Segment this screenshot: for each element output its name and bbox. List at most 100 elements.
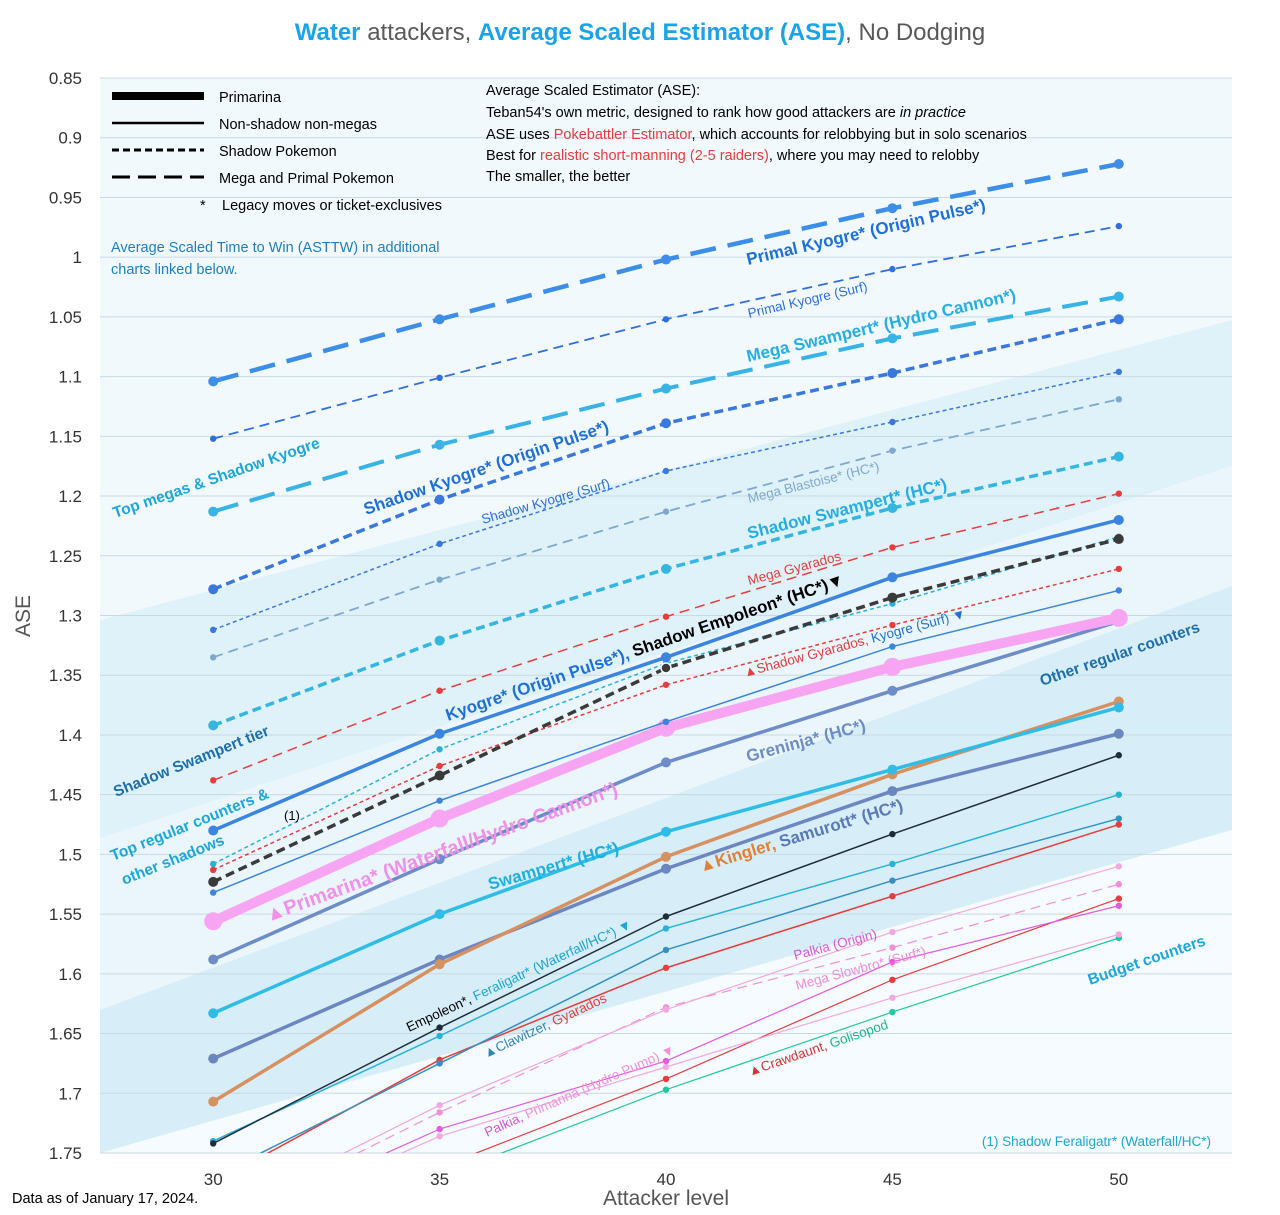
data-point bbox=[889, 976, 896, 984]
data-point bbox=[662, 925, 670, 932]
info-line-2: Teban54's own metric, designed to rank h… bbox=[486, 105, 966, 121]
data-point bbox=[208, 1008, 219, 1019]
y-tick-label: 1.7 bbox=[58, 1084, 82, 1103]
series-swampert-hc bbox=[208, 702, 1124, 1019]
data-point bbox=[661, 652, 671, 663]
data-point bbox=[661, 254, 671, 265]
series-line bbox=[212, 398, 1119, 659]
info-line-3c: , which accounts for relobbying but in s… bbox=[692, 127, 1027, 143]
info-line-2b: in practice bbox=[900, 105, 966, 121]
data-point bbox=[662, 1063, 670, 1071]
data-point bbox=[436, 1060, 443, 1067]
data-point bbox=[1115, 815, 1123, 822]
data-point bbox=[1115, 821, 1123, 828]
data-point bbox=[210, 777, 217, 784]
data-point bbox=[1115, 752, 1123, 759]
data-point bbox=[1115, 895, 1123, 902]
y-tick-label: 1.2 bbox=[58, 487, 82, 506]
data-point bbox=[436, 762, 443, 770]
data-point bbox=[210, 654, 217, 661]
data-point bbox=[883, 657, 902, 676]
series-primal-kyogre-surf bbox=[210, 222, 1123, 442]
data-point bbox=[887, 786, 898, 797]
data-point bbox=[889, 958, 896, 966]
x-tick-label: 50 bbox=[1109, 1170, 1128, 1189]
data-point bbox=[1115, 931, 1123, 938]
label-feraligatr-mark: ▼ bbox=[616, 917, 634, 936]
y-tick-label: 1.6 bbox=[58, 965, 82, 984]
x-tick-label: 45 bbox=[883, 1170, 902, 1189]
data-point bbox=[887, 333, 898, 344]
data-point bbox=[662, 1075, 670, 1083]
series-line bbox=[212, 537, 1120, 884]
legend-nonshadow: Non-shadow non-megas bbox=[219, 117, 377, 133]
data-point bbox=[436, 1125, 443, 1133]
data-point bbox=[1115, 396, 1123, 403]
series-kyogre-surf bbox=[210, 587, 1123, 896]
data-point bbox=[889, 1008, 896, 1016]
legend-legacy: Legacy moves or ticket-exclusives bbox=[222, 198, 442, 214]
data-point bbox=[210, 866, 217, 874]
data-point bbox=[887, 368, 898, 379]
data-point bbox=[887, 572, 898, 583]
data-point bbox=[436, 1109, 443, 1116]
y-tick-label: 1.15 bbox=[49, 427, 82, 446]
data-point bbox=[436, 687, 443, 694]
data-point bbox=[889, 447, 896, 454]
y-tick-label: 1.35 bbox=[49, 666, 82, 685]
data-point bbox=[1113, 291, 1124, 302]
series-shadow-kyogre-surf bbox=[210, 368, 1123, 634]
y-tick-label: 1.45 bbox=[49, 786, 82, 805]
asttw-note-2: charts linked below. bbox=[111, 262, 238, 278]
data-point bbox=[661, 757, 671, 768]
series-crawdaunt bbox=[474, 895, 1123, 1153]
series-group bbox=[204, 159, 1128, 1153]
data-point bbox=[208, 1053, 219, 1064]
data-point bbox=[662, 1086, 670, 1093]
data-point bbox=[661, 863, 671, 874]
series-palkia bbox=[384, 902, 1123, 1153]
series-line bbox=[212, 371, 1119, 631]
data-point bbox=[1115, 863, 1123, 870]
y-tick-label: 1.3 bbox=[58, 607, 82, 626]
feraligatr-footnote: (1) Shadow Feraligatr* (Waterfall/HC*) bbox=[982, 1134, 1211, 1149]
data-point bbox=[889, 265, 896, 273]
asttw-note-1: Average Scaled Time to Win (ASTTW) in ad… bbox=[111, 240, 440, 256]
y-tick-label: 1.4 bbox=[58, 726, 82, 745]
data-point bbox=[208, 376, 219, 387]
data-point bbox=[208, 584, 219, 595]
data-point bbox=[1115, 368, 1123, 376]
data-point bbox=[661, 826, 671, 837]
data-point bbox=[662, 467, 670, 475]
series-shadow-empoleon-hc bbox=[208, 534, 1124, 887]
data-point bbox=[208, 876, 219, 887]
data-point bbox=[1113, 702, 1124, 713]
series-mega-swampert-hydro-cannon bbox=[208, 291, 1124, 517]
data-point bbox=[662, 964, 670, 972]
data-point bbox=[887, 203, 898, 214]
series-palkia-origin bbox=[342, 863, 1123, 1153]
data-point bbox=[661, 851, 671, 862]
data-point bbox=[434, 728, 445, 739]
series-primarina-hydro-pump bbox=[400, 931, 1123, 1153]
data-point bbox=[1115, 902, 1123, 909]
data-point bbox=[434, 439, 445, 450]
data-point bbox=[436, 576, 443, 583]
y-axis-ticks: 0.85 0.9 0.95 1 1.05 1.1 1.15 1.2 1.25 1.3 1.35 1.4… bbox=[49, 69, 82, 1163]
data-point bbox=[661, 563, 671, 574]
x-axis-ticks: 30 35 40 45 50 bbox=[204, 1170, 1129, 1189]
tier-band-bottom bbox=[100, 830, 1232, 1153]
y-tick-label: 0.9 bbox=[58, 129, 82, 148]
series-empoleon bbox=[210, 752, 1123, 1147]
y-tick-label: 1.65 bbox=[49, 1025, 82, 1044]
data-point bbox=[889, 877, 896, 884]
info-line-2a: Teban54's own metric, designed to rank h… bbox=[486, 105, 900, 121]
data-point bbox=[662, 613, 670, 620]
data-point bbox=[662, 681, 670, 688]
data-point bbox=[434, 959, 445, 970]
info-line-4: Best for realistic short-manning (2-5 ra… bbox=[486, 148, 980, 164]
info-line-3b: Pokebattler Estimator bbox=[554, 127, 693, 143]
data-point bbox=[208, 825, 219, 836]
data-point bbox=[1115, 881, 1123, 888]
